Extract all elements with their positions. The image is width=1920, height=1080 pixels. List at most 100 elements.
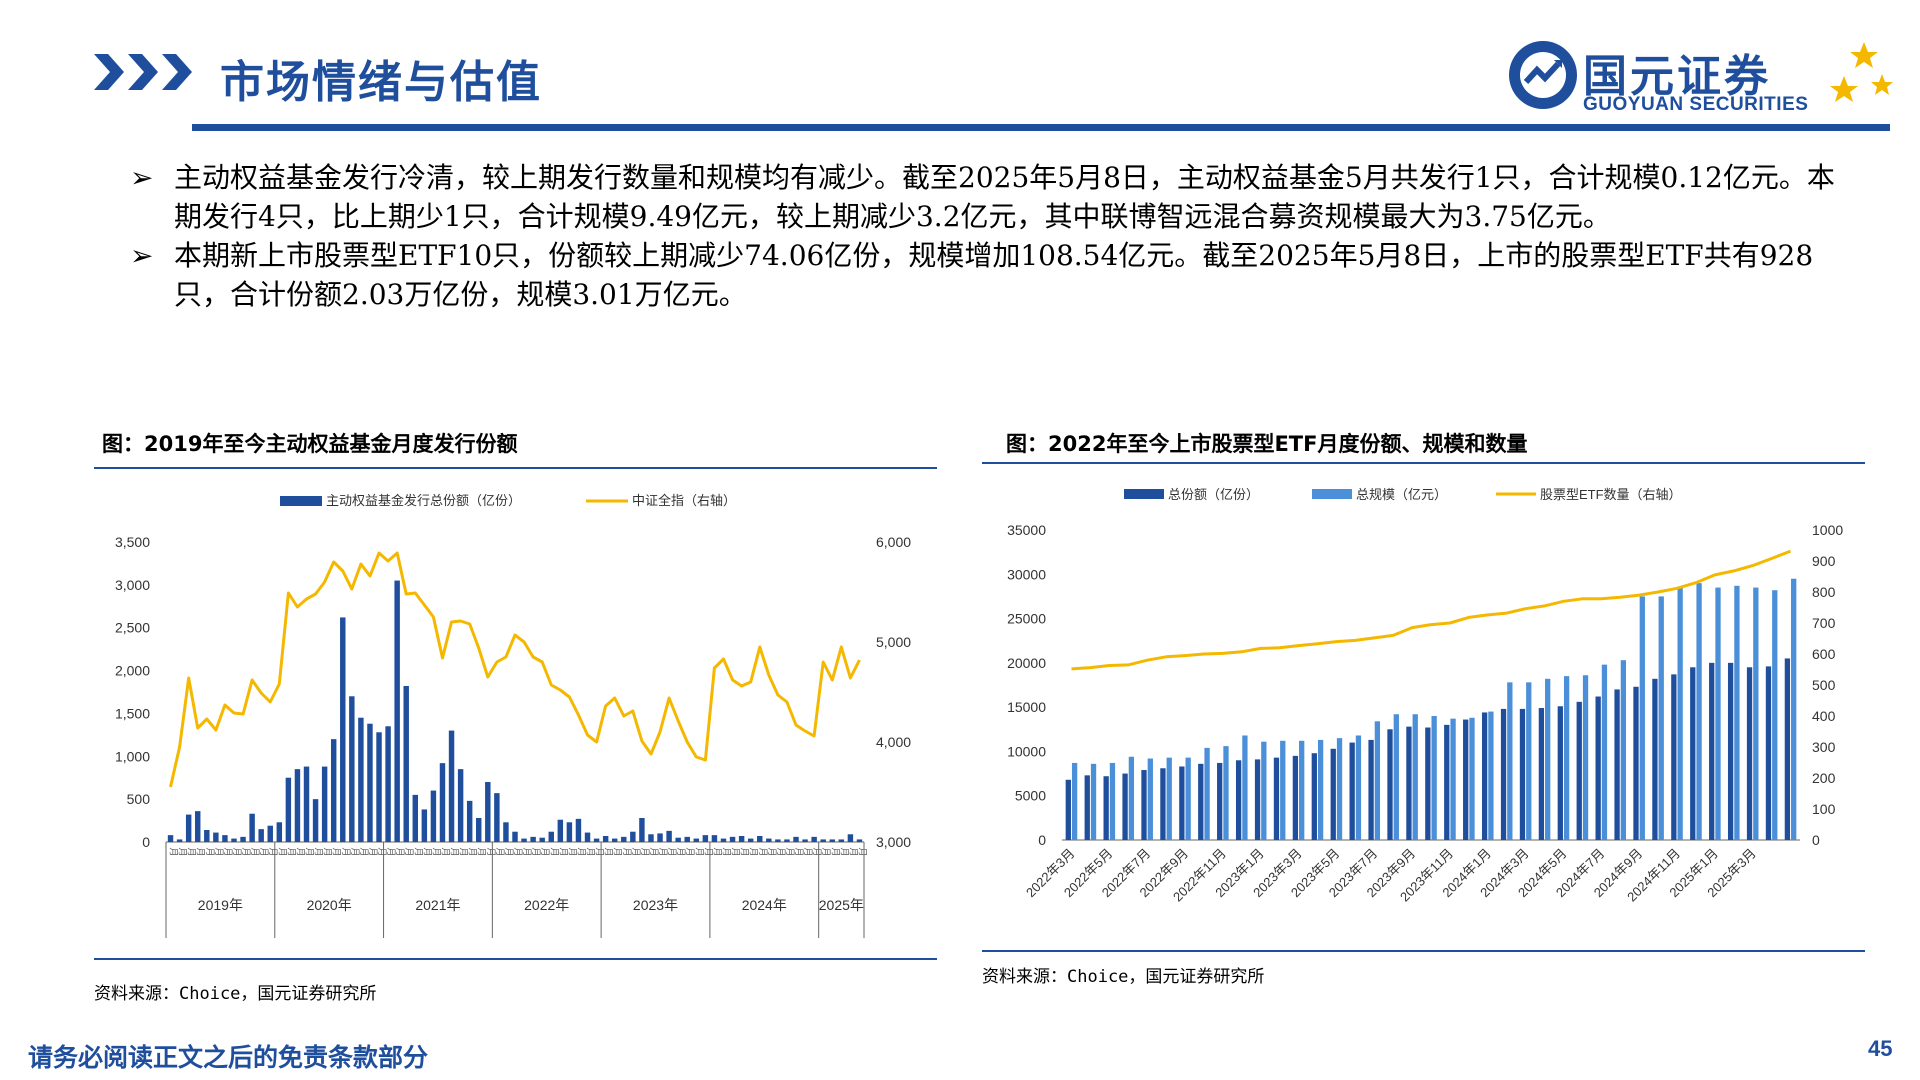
month-tick-label: 月: [468, 847, 478, 856]
bar: [358, 717, 364, 842]
bar: [476, 818, 482, 842]
month-tick-label: 月: [857, 847, 867, 856]
bar-scale: [1715, 587, 1721, 840]
bar: [448, 730, 455, 842]
logo-stars-icon: [1830, 42, 1893, 102]
bullet-text: 主动权益基金发行冷清，较上期发行数量和规模均有减少。截至2025年5月8日，主动…: [174, 161, 1835, 233]
bar: [593, 838, 600, 842]
legend-swatch-shares: [1124, 489, 1164, 499]
month-tick-label: 月: [794, 847, 804, 856]
month-tick-label: 月: [504, 847, 514, 856]
month-tick-label: 月: [277, 847, 287, 856]
bar: [802, 839, 808, 842]
bar: [584, 832, 591, 842]
year-label: 2020年: [307, 897, 352, 913]
bar-scale: [1620, 660, 1627, 840]
month-tick-label: 月: [386, 847, 396, 856]
bar: [213, 832, 219, 842]
month-tick-label: 月: [658, 847, 668, 856]
bar-scale: [1204, 747, 1210, 840]
left-chart-source: 资料来源：Choice，国元证券研究所: [94, 984, 377, 1004]
bar-scale: [1507, 682, 1513, 840]
bar-shares: [1292, 755, 1299, 840]
bar-shares: [1765, 666, 1772, 840]
month-tick-label: 月: [595, 847, 605, 856]
bar-scale: [1242, 735, 1248, 840]
bar-shares: [1746, 667, 1753, 840]
month-tick-label: 月: [613, 847, 623, 856]
left-chart: 主动权益基金发行总份额（亿份） 中证全指（右轴） 0 500 1,000 1,500 2,0…: [115, 493, 911, 938]
bar: [784, 839, 790, 842]
bar: [349, 696, 355, 842]
bar-shares: [1368, 739, 1374, 840]
bar-shares: [1576, 701, 1582, 840]
bar-scale: [1393, 714, 1399, 840]
left-chart-top-rule: [94, 467, 937, 469]
bar: [621, 836, 627, 842]
bar-scale: [1090, 763, 1097, 840]
bar: [403, 686, 409, 842]
bar-scale: [1488, 711, 1494, 840]
bar: [856, 839, 863, 842]
bar: [503, 822, 509, 842]
month-tick-label: 月: [350, 847, 360, 856]
y-left-tick-label: 30000: [1007, 566, 1046, 582]
bar-scale: [1639, 596, 1645, 840]
bar-shares: [1595, 696, 1601, 840]
bar-scale: [1791, 578, 1797, 840]
month-tick-label: 月: [250, 847, 260, 856]
right-chart-title: 图：2022年至今上市股票型ETF月度份额、规模和数量: [1006, 432, 1528, 456]
bar: [693, 838, 700, 842]
bar: [367, 723, 373, 842]
month-tick-label: 月: [631, 847, 641, 856]
month-tick-label: 月: [241, 847, 251, 856]
bar-shares: [1444, 724, 1450, 840]
bar: [766, 838, 772, 842]
month-tick-label: 月: [558, 847, 568, 856]
bar-scale: [1450, 718, 1456, 840]
month-tick-label: 月: [604, 847, 614, 856]
bar-shares: [1198, 763, 1204, 840]
bar-shares: [1084, 775, 1090, 840]
bullet-arrow-icon: ➢: [130, 161, 154, 194]
month-tick-label: 月: [540, 847, 550, 856]
bar-shares: [1065, 779, 1071, 840]
bar: [775, 839, 781, 842]
month-tick-label: 月: [169, 847, 179, 856]
y-left-tick-label: 3,500: [115, 534, 150, 550]
right-chart: 总份额（亿份） 总规模（亿元） 股票型ETF数量（右轴）05000100001500…: [1007, 487, 1843, 905]
month-tick-label: 月: [676, 847, 686, 856]
page-number: 45: [1868, 1036, 1893, 1061]
bar: [530, 836, 536, 842]
month-tick-label: 月: [776, 847, 786, 856]
bar-shares: [1235, 760, 1242, 840]
bar: [421, 809, 428, 842]
bar: [602, 836, 609, 842]
bar-shares: [1387, 729, 1393, 840]
bar: [711, 835, 718, 842]
bar-scale: [1280, 740, 1286, 840]
month-tick-label: 月: [223, 847, 233, 856]
chevron-arrows-icon: [94, 54, 192, 90]
month-tick-label: 月: [368, 847, 378, 856]
bar: [176, 839, 183, 842]
bar-shares: [1103, 776, 1109, 840]
bar-shares: [1500, 708, 1507, 840]
bar-scale: [1185, 757, 1191, 840]
bar-shares: [1330, 748, 1336, 840]
bar: [240, 836, 246, 842]
bar: [675, 837, 681, 842]
bar: [829, 839, 835, 842]
y-right-tick-label: 600: [1812, 646, 1836, 662]
month-tick-label: 月: [323, 847, 333, 856]
month-tick-label: 月: [178, 847, 188, 856]
month-tick-label: 月: [440, 847, 450, 856]
bar-scale: [1545, 678, 1551, 840]
bar-scale: [1336, 738, 1343, 840]
bar: [611, 838, 618, 842]
bar-scale: [1563, 676, 1570, 840]
bar-shares: [1273, 757, 1280, 840]
month-tick-label: 月: [341, 847, 351, 856]
y-right-tick-label: 1000: [1812, 522, 1843, 538]
month-tick-label: 月: [685, 847, 695, 856]
